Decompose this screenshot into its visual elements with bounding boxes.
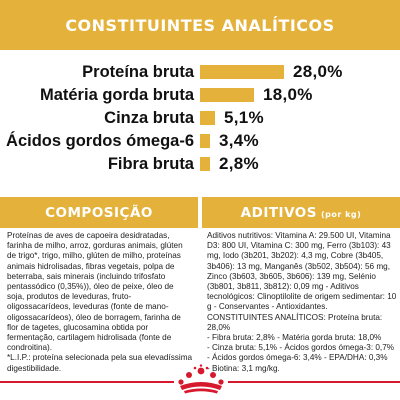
analytic-row: Matéria gorda bruta 18,0%: [0, 82, 400, 108]
analytic-label: Ácidos gordos ómega-6: [6, 132, 194, 150]
analytic-bar: [200, 157, 210, 171]
analytic-bar: [200, 134, 210, 148]
additives-title: ADITIVOS: [240, 204, 317, 221]
analytic-bar: [200, 88, 254, 102]
footer-line-left: [0, 381, 174, 383]
composition-title: COMPOSIÇÃO: [45, 204, 153, 221]
analytics-header: CONSTITUINTES ANALÍTICOS: [0, 0, 400, 50]
additives-constituents-line: - Cinza bruta: 5,1% - Ácidos gordos ómeg…: [207, 343, 395, 353]
composition-text-block: Proteínas de aves de capoeira desidratad…: [7, 231, 193, 374]
analytic-row: Fibra bruta 2,8%: [0, 151, 400, 177]
analytic-bar: [200, 111, 215, 125]
additives-unit: (por kg): [321, 209, 362, 219]
composition-footnote: *L.I.P.: proteína selecionada pela sua e…: [7, 353, 193, 373]
analytic-row: Ácidos gordos ómega-6 3,4%: [0, 128, 400, 154]
additives-text-block: Aditivos nutritivos: Vitamina A: 29.500 …: [207, 231, 397, 374]
analytic-bar: [200, 65, 284, 79]
analytic-label: Cinza bruta: [104, 109, 194, 127]
analytic-label: Matéria gorda bruta: [39, 86, 194, 104]
additives-constituents-title: CONSTITUINTES ANALÍTICOS: Proteína bruta…: [207, 312, 383, 332]
additives-constituents-line: - Ácidos gordos ómega-6: 3,4% - EPA/DHA:…: [207, 353, 388, 363]
analytic-value: 2,8%: [219, 154, 259, 173]
analytic-row: Cinza bruta 5,1%: [0, 105, 400, 131]
analytic-value: 5,1%: [224, 108, 264, 127]
composition-header: COMPOSIÇÃO: [0, 197, 198, 228]
analytic-value: 3,4%: [219, 131, 259, 150]
analytics-title: CONSTITUINTES ANALÍTICOS: [65, 15, 335, 35]
royal-canin-crown-icon: [178, 364, 224, 394]
analytic-row: Proteína bruta 28,0%: [0, 59, 400, 85]
analytic-value: 28,0%: [293, 62, 343, 81]
additives-constituents-line: - Biotina: 3,1 mg/kg.: [207, 363, 280, 373]
composition-ingredients: Proteínas de aves de capoeira desidratad…: [7, 231, 183, 353]
additives-nutritional: Aditivos nutritivos: Vitamina A: 29.500 …: [207, 231, 397, 312]
analytic-label: Proteína bruta: [82, 63, 194, 81]
additives-constituents-line: - Fibra bruta: 2,8% - Matéria gorda brut…: [207, 333, 382, 343]
analytic-label: Fibra bruta: [107, 155, 194, 173]
footer-line-right: [228, 381, 400, 383]
analytic-value: 18,0%: [263, 85, 313, 104]
additives-header: ADITIVOS (por kg): [202, 197, 400, 228]
